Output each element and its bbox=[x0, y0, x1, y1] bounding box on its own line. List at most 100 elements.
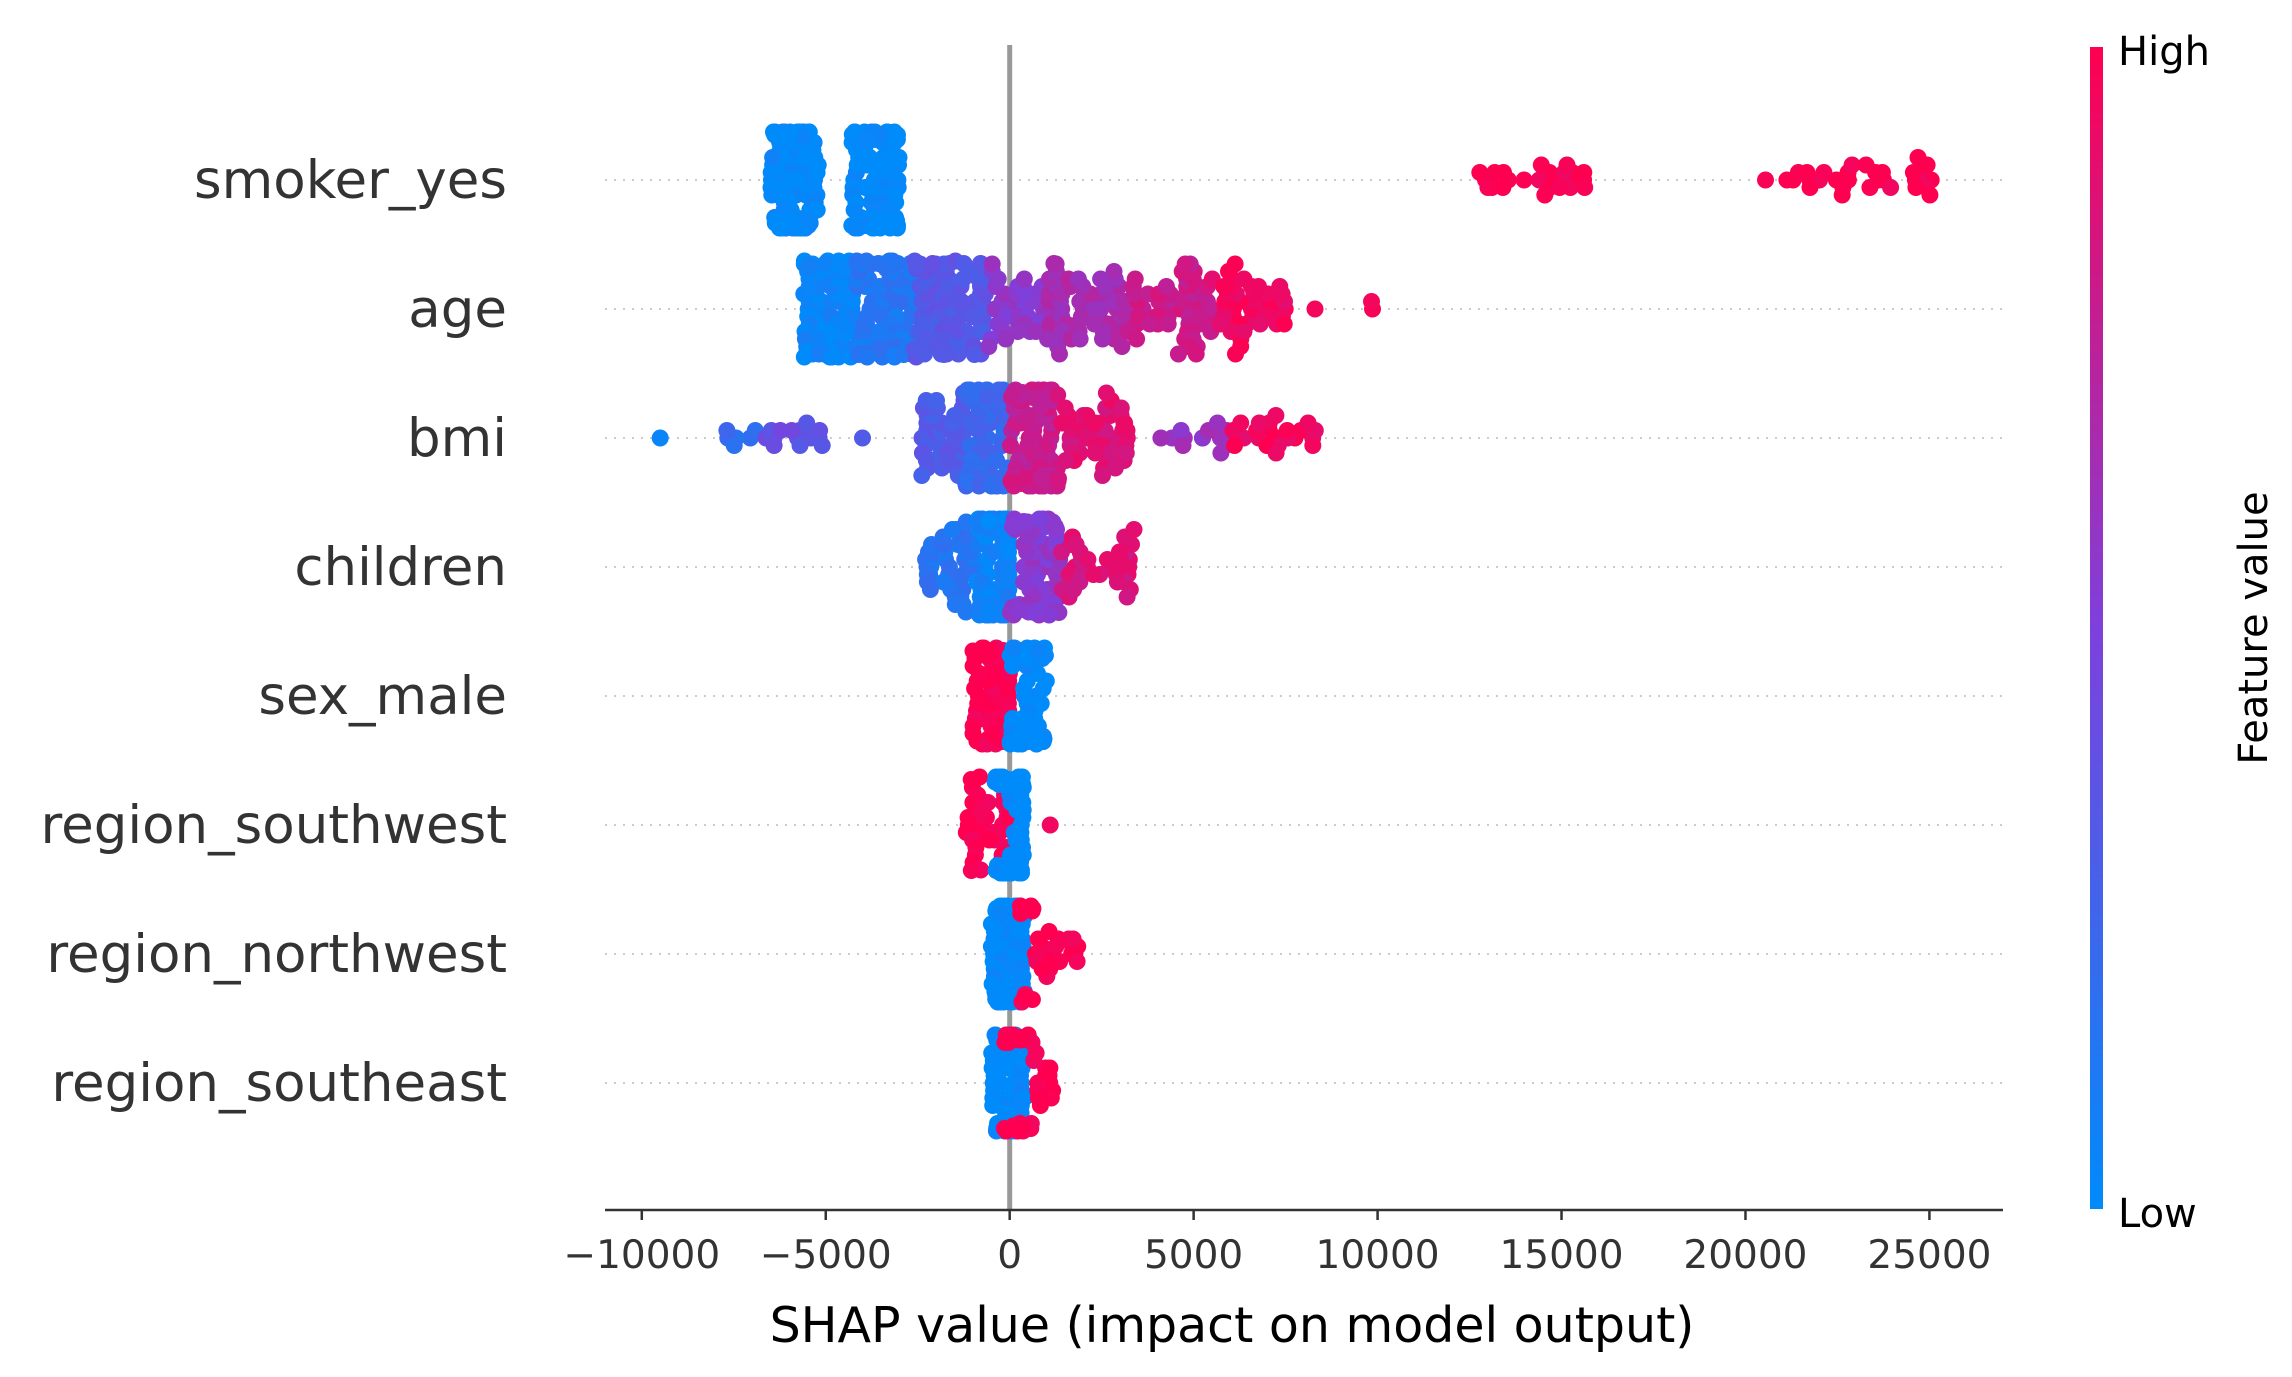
shap-point-age bbox=[1211, 315, 1229, 333]
shap-point-children bbox=[1065, 581, 1083, 598]
shap-point-age bbox=[883, 252, 901, 270]
shap-point-age bbox=[1051, 345, 1068, 363]
shap-point-bmi bbox=[1232, 414, 1250, 432]
shap-point-smoker_yes bbox=[1833, 186, 1851, 204]
shap-point-smoker_yes bbox=[764, 149, 782, 166]
shap-point-region_southeast bbox=[1041, 1059, 1059, 1077]
shap-point-age bbox=[1187, 345, 1205, 363]
shap-point-smoker_yes bbox=[1909, 149, 1927, 166]
shap-point-bmi bbox=[961, 381, 979, 399]
shap-point-bmi bbox=[913, 467, 931, 484]
shap-point-bmi bbox=[1250, 414, 1268, 432]
shap-point-children bbox=[921, 581, 939, 598]
feature-label-smoker_yes: smoker_yes bbox=[194, 150, 507, 211]
shap-point-age bbox=[1113, 338, 1131, 355]
shap-point-children bbox=[980, 513, 998, 530]
shap-point-bmi bbox=[1033, 470, 1050, 487]
shap-point-region_southeast bbox=[996, 1034, 1014, 1051]
x-tick-label: 5000 bbox=[1144, 1233, 1243, 1278]
shap-point-bmi bbox=[1304, 437, 1322, 454]
feature-label-sex_male: sex_male bbox=[258, 666, 507, 727]
shap-point-age bbox=[1141, 315, 1159, 333]
shap-point-bmi bbox=[1152, 429, 1170, 447]
shap-point-sex_male bbox=[982, 644, 1000, 662]
shap-point-age bbox=[1085, 315, 1103, 333]
shap-point-sex_male bbox=[1029, 642, 1046, 659]
x-tick-label: 25000 bbox=[1867, 1233, 1991, 1278]
x-tick-label: 10000 bbox=[1316, 1233, 1440, 1278]
x-tick-label: −10000 bbox=[563, 1233, 720, 1278]
shap-point-region_southwest bbox=[998, 862, 1016, 879]
shap-point-region_southeast bbox=[1031, 1097, 1049, 1114]
shap-point-age bbox=[1363, 293, 1380, 310]
shap-point-age bbox=[1015, 270, 1033, 288]
shap-point-age bbox=[1235, 270, 1253, 288]
shap-point-region_southeast bbox=[983, 1044, 1001, 1062]
shap-point-bmi bbox=[791, 437, 809, 454]
shap-point-bmi bbox=[1056, 399, 1074, 417]
shap-point-children bbox=[1084, 566, 1102, 583]
shap-point-smoker_yes bbox=[1857, 156, 1875, 174]
shap-point-region_northwest bbox=[1024, 900, 1042, 917]
colorbar bbox=[2090, 47, 2103, 1209]
shap-point-bmi bbox=[1078, 407, 1096, 424]
shap-point-smoker_yes bbox=[1495, 164, 1512, 181]
shap-point-region_northwest bbox=[1029, 930, 1047, 948]
shap-point-age bbox=[1251, 315, 1269, 333]
shap-point-region_northwest bbox=[992, 905, 1009, 922]
shap-point-age bbox=[997, 330, 1015, 348]
x-tick-label: 0 bbox=[997, 1233, 1022, 1278]
shap-point-bmi bbox=[1212, 444, 1230, 462]
shap-point-smoker_yes bbox=[1801, 179, 1819, 196]
shap-point-children bbox=[1067, 536, 1085, 553]
shap-point-age bbox=[1126, 270, 1144, 288]
shap-point-region_northwest bbox=[1068, 953, 1086, 970]
shap-point-region_southwest bbox=[1041, 816, 1059, 834]
shap-point-age bbox=[810, 345, 828, 363]
shap-point-smoker_yes bbox=[1778, 171, 1796, 189]
feature-label-region_southwest: region_southwest bbox=[41, 795, 507, 856]
shap-point-bmi bbox=[765, 437, 783, 454]
shap-point-bmi bbox=[1116, 414, 1134, 432]
shap-point-age bbox=[1169, 345, 1187, 363]
shap-point-age bbox=[800, 257, 818, 275]
shap-point-age bbox=[924, 255, 942, 272]
shap-point-region_southwest bbox=[979, 794, 997, 811]
shap-point-age bbox=[1235, 323, 1253, 340]
shap-point-bmi bbox=[928, 392, 945, 409]
shap-point-smoker_yes bbox=[886, 214, 904, 232]
shap-point-smoker_yes bbox=[1921, 186, 1939, 204]
shap-point-smoker_yes bbox=[1532, 156, 1550, 174]
shap-point-bmi bbox=[771, 422, 789, 439]
feature-label-age: age bbox=[408, 279, 507, 340]
shap-point-age bbox=[955, 255, 973, 272]
shap-point-smoker_yes bbox=[1471, 164, 1489, 181]
shap-point-age bbox=[1227, 345, 1244, 363]
shap-point-smoker_yes bbox=[1575, 164, 1593, 181]
shap-point-smoker_yes bbox=[846, 219, 864, 237]
shap-point-bmi bbox=[1112, 399, 1130, 417]
shap-point-age bbox=[1215, 278, 1233, 295]
shap-point-smoker_yes bbox=[1515, 171, 1533, 189]
shap-point-sex_male bbox=[1029, 733, 1047, 750]
shap-point-age bbox=[1176, 255, 1194, 273]
shap-point-region_southwest bbox=[1014, 776, 1032, 793]
feature-label-region_northwest: region_northwest bbox=[46, 924, 507, 985]
shap-point-smoker_yes bbox=[1904, 164, 1922, 181]
shap-point-children bbox=[1125, 521, 1143, 538]
shap-point-age bbox=[1157, 278, 1175, 295]
shap-point-children bbox=[1108, 573, 1126, 591]
shap-point-age bbox=[965, 346, 983, 363]
shap-point-age bbox=[1045, 255, 1063, 272]
colorbar-low-label: Low bbox=[2118, 1191, 2197, 1237]
shap-point-smoker_yes bbox=[1827, 171, 1845, 189]
shap-point-bmi bbox=[1002, 472, 1020, 490]
shap-point-region_southeast bbox=[1012, 1029, 1030, 1046]
x-tick-label: 20000 bbox=[1683, 1233, 1807, 1278]
shap-point-smoker_yes bbox=[1576, 179, 1594, 196]
shap-point-bmi bbox=[1097, 384, 1115, 402]
shap-point-bmi bbox=[1005, 384, 1023, 401]
shap-point-bmi bbox=[1086, 444, 1104, 462]
shap-point-smoker_yes bbox=[1873, 164, 1891, 181]
